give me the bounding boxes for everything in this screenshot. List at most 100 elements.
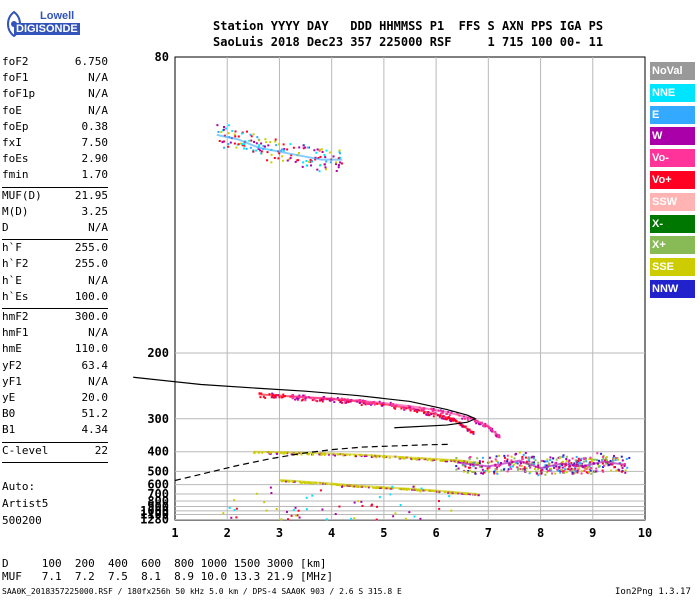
data-point [605, 461, 608, 464]
data-point [556, 468, 559, 471]
data-point [262, 148, 265, 151]
data-point [474, 493, 477, 496]
data-point [523, 467, 526, 470]
data-point [574, 467, 577, 470]
data-point [286, 451, 289, 454]
data-point [471, 471, 474, 474]
data-point [359, 454, 362, 457]
data-point [274, 394, 277, 397]
data-point [324, 452, 327, 455]
data-point [281, 480, 284, 483]
data-point [494, 458, 497, 461]
data-point [428, 489, 431, 492]
data-point [379, 487, 382, 490]
data-point [454, 460, 457, 463]
data-point [227, 145, 230, 148]
data-point [559, 469, 562, 472]
data-point [497, 436, 500, 439]
param-label: foF1 [2, 71, 29, 85]
data-point [552, 457, 555, 460]
data-point [518, 451, 521, 454]
data-point [403, 406, 406, 409]
data-point [481, 421, 484, 424]
data-point [336, 453, 339, 456]
data-point [601, 459, 604, 462]
data-point [363, 455, 366, 458]
data-point [322, 398, 325, 401]
data-point [318, 453, 321, 456]
trace-line [216, 133, 343, 161]
data-point [544, 460, 547, 463]
data-point [339, 161, 342, 164]
param-row: D N/A [2, 221, 108, 237]
data-point [337, 157, 340, 160]
data-point [556, 469, 559, 472]
data-point [263, 501, 266, 504]
data-point [360, 500, 363, 503]
data-point [471, 431, 474, 434]
data-point [565, 471, 568, 474]
data-point [342, 484, 345, 487]
data-point [319, 163, 322, 166]
x-tick-label: 6 [432, 526, 439, 540]
data-point [490, 430, 493, 433]
data-point [408, 488, 411, 491]
data-point [528, 460, 531, 463]
data-point [258, 139, 261, 142]
data-point [459, 460, 462, 463]
data-point [575, 455, 578, 458]
data-point [307, 453, 310, 456]
data-point [463, 492, 466, 495]
data-point [513, 457, 516, 460]
data-point [402, 488, 405, 491]
data-point [519, 461, 522, 464]
param-label: B0 [2, 407, 16, 421]
data-point [291, 397, 294, 400]
data-point [364, 454, 367, 457]
data-point [524, 456, 527, 459]
data-point [271, 392, 274, 395]
data-point [569, 469, 572, 472]
data-point [376, 455, 379, 458]
data-point [320, 398, 323, 401]
data-point [365, 454, 368, 457]
data-point [575, 463, 578, 466]
data-point [296, 398, 299, 401]
data-point [267, 451, 270, 454]
data-point [524, 470, 527, 473]
data-point [493, 470, 496, 473]
data-point [267, 144, 270, 147]
data-point [462, 460, 465, 463]
data-point [527, 463, 530, 466]
param-value: 7.50 [81, 136, 109, 149]
data-point [472, 461, 475, 464]
data-point [392, 515, 395, 518]
data-point [353, 501, 356, 504]
data-point [285, 510, 288, 513]
data-point [220, 130, 223, 133]
data-point [466, 461, 469, 464]
data-point [478, 423, 481, 426]
data-point [302, 394, 305, 397]
data-point [352, 485, 355, 488]
data-point [527, 459, 530, 462]
legend-item: NNE [650, 83, 695, 102]
data-point [418, 406, 421, 409]
data-point [557, 466, 560, 469]
x-tick-label: 2 [224, 526, 231, 540]
data-point [431, 489, 434, 492]
data-point [221, 141, 224, 144]
data-point [601, 469, 604, 472]
param-label: foE [2, 103, 22, 117]
data-point [431, 409, 434, 412]
data-point [478, 462, 481, 465]
data-point [473, 462, 476, 465]
data-point [615, 469, 618, 472]
data-point [548, 469, 551, 472]
data-point [338, 505, 341, 508]
data-point [339, 156, 342, 159]
data-point [509, 465, 512, 468]
data-point [536, 468, 539, 471]
param-label: foEs [2, 152, 29, 166]
data-point [427, 411, 430, 414]
